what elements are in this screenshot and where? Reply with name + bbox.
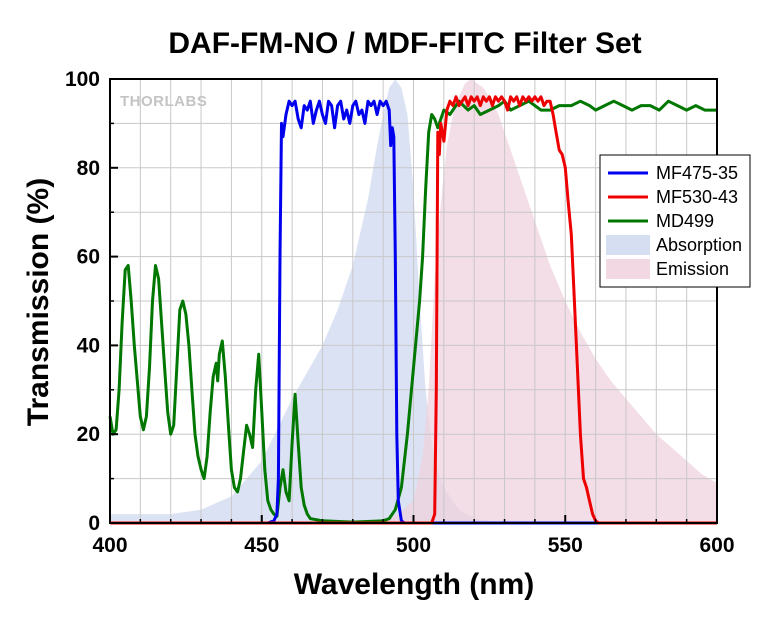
legend-swatch-emission [606,259,650,279]
x-tick-label: 600 [699,534,734,557]
line-mf530-43 [110,95,717,525]
y-axis-title: Transmission (%) [22,178,55,426]
line-mf475-35 [110,99,717,525]
y-tick-label: 80 [77,157,100,180]
legend-label-md499: MD499 [656,211,714,231]
legend-label-absorption: Absorption [656,235,742,255]
thorlabs-watermark: THORLABS [120,93,207,110]
legend: MF475-35 MF530-43 MD499 Absorption Emission [599,154,751,288]
legend-label-emission: Emission [656,259,729,279]
line-md499 [108,99,717,524]
legend-label-mf530-43: MF530-43 [656,187,738,207]
legend-swatch-absorption [606,235,650,255]
axis-ticks: 400 450 500 550 600 0 20 40 60 80 100 [65,68,735,557]
y-tick-label: 20 [77,423,100,446]
x-tick-label: 500 [396,534,431,557]
grid-lines [110,79,717,523]
x-tick-label: 400 [92,534,127,557]
x-tick-label: 450 [244,534,279,557]
y-tick-label: 100 [65,68,100,91]
y-tick-label: 0 [88,512,100,535]
y-tick-label: 60 [77,246,100,269]
line-series-layer [108,95,717,525]
x-axis-title: Wavelength (nm) [294,568,535,601]
y-tick-label: 40 [77,334,100,357]
chart-title: DAF-FM-NO / MDF-FITC Filter Set [168,27,641,60]
x-tick-label: 550 [548,534,583,557]
legend-label-mf475-35: MF475-35 [656,163,738,183]
